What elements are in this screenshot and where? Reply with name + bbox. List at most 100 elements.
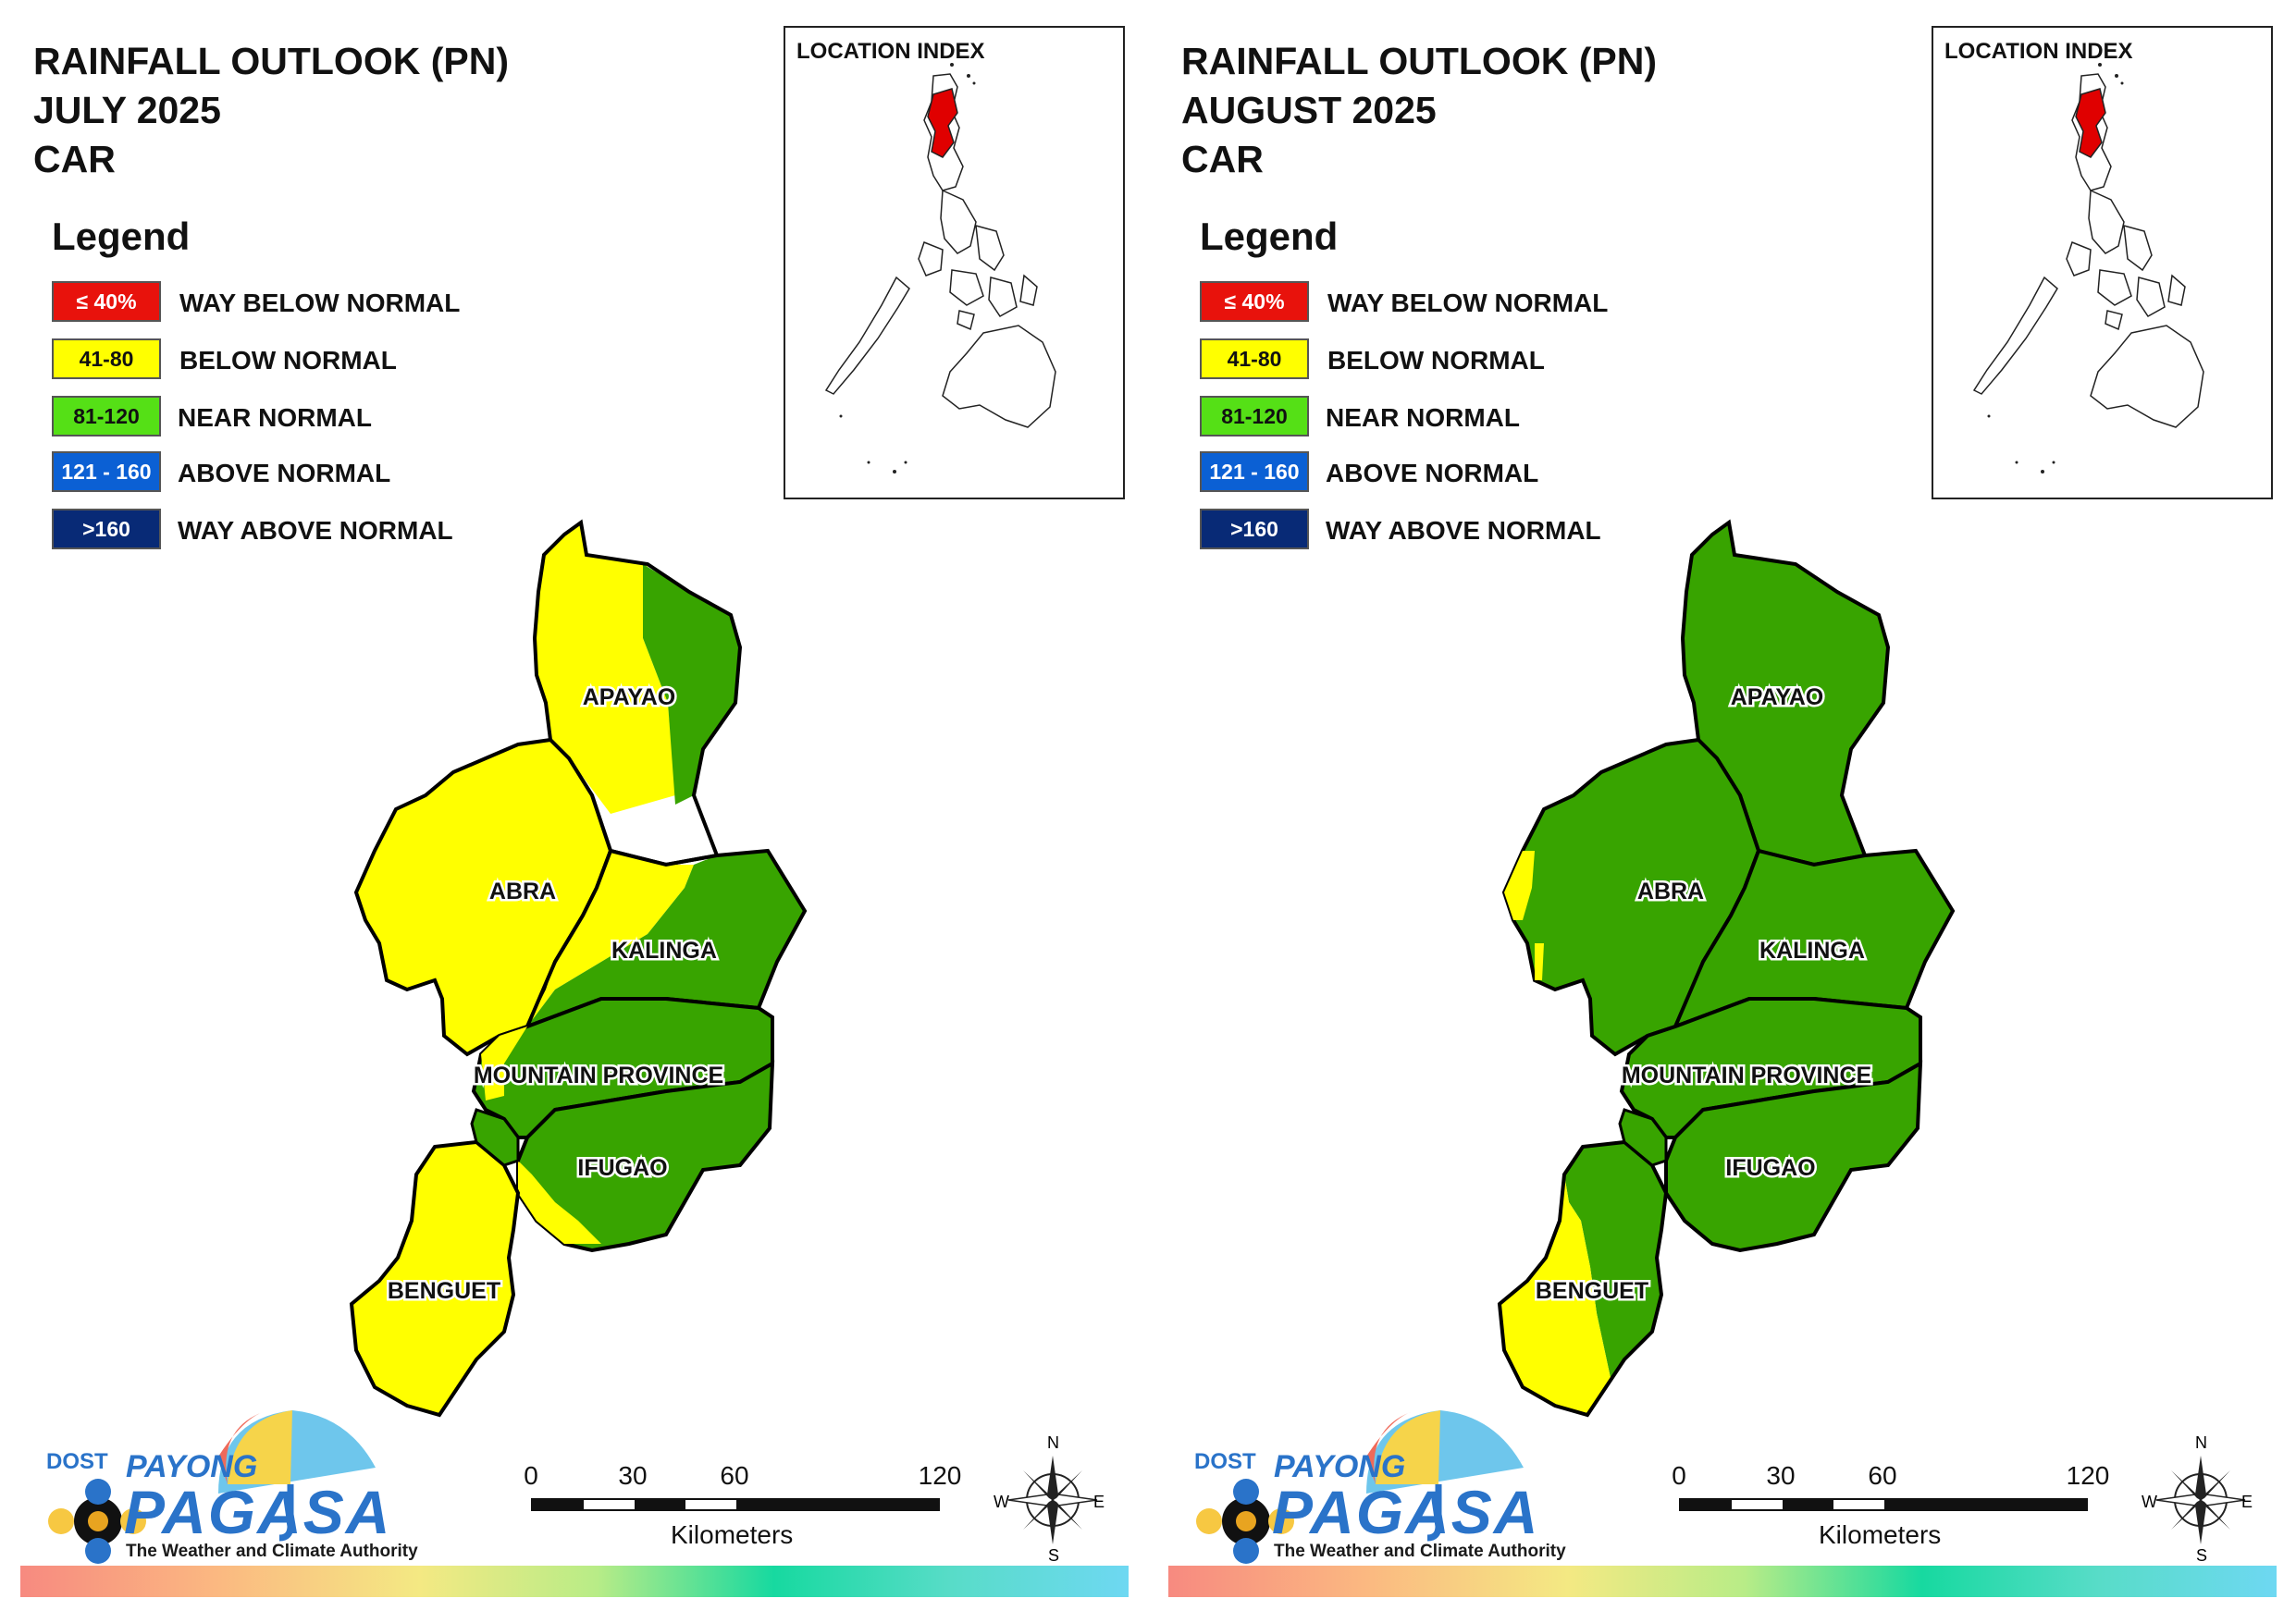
legend-label: WAY ABOVE NORMAL — [1326, 516, 1601, 545]
legend-item-below: 41-80 BELOW NORMAL — [52, 338, 533, 383]
payong-label: PAYONG — [126, 1449, 258, 1484]
location-index-title: LOCATION INDEX — [796, 39, 985, 64]
label-benguet: BENGUET — [388, 1278, 500, 1304]
scale-unit: Kilometers — [671, 1520, 794, 1549]
province-kalinga-west — [527, 851, 694, 1027]
province-mountain-yellow-patch — [481, 1027, 527, 1100]
legend-swatch: 121 - 160 — [52, 451, 161, 492]
label-mountain-province: MOUNTAIN PROVINCE — [1622, 1063, 1871, 1088]
title-line-2: AUGUST 2025 — [1181, 89, 1437, 131]
legend-item-above: 121 - 160 ABOVE NORMAL — [52, 451, 533, 496]
label-mountain-province: MOUNTAIN PROVINCE — [474, 1063, 723, 1088]
province-benguet — [349, 1139, 521, 1418]
compass-w: W — [994, 1493, 1009, 1511]
pagasa-logo: DOST PAYONG PAGASA The Weather and Clima… — [1181, 1392, 1566, 1568]
legend-label: BELOW NORMAL — [179, 346, 397, 375]
compass-rose: N E S W — [2142, 1433, 2256, 1565]
scale-bar: 0 30 60 120 Kilometers — [524, 1461, 961, 1563]
legend-swatch: 81-120 — [1200, 396, 1309, 436]
legend-item-near: 81-120 NEAR NORMAL — [1200, 396, 1681, 440]
legend-swatch: >160 — [1200, 509, 1309, 549]
title-line-2: JULY 2025 — [33, 89, 221, 131]
label-abra: ABRA — [489, 879, 556, 904]
province-benguet-outline — [1497, 1139, 1669, 1418]
legend-swatch: >160 — [52, 509, 161, 549]
legend-swatch: 41-80 — [52, 338, 161, 379]
legend-label: WAY BELOW NORMAL — [1327, 289, 1609, 317]
scale-tick: 60 — [720, 1461, 749, 1490]
legend-label: ABOVE NORMAL — [1326, 459, 1539, 487]
legend-item-above: 121 - 160 ABOVE NORMAL — [1200, 451, 1681, 496]
car-province-map: APAYAO ABRA KALINGA MOUNTAIN PROVINCE IF… — [1497, 519, 1956, 1418]
legend-label: NEAR NORMAL — [1326, 403, 1520, 432]
label-kalinga: KALINGA — [611, 938, 717, 964]
legend-swatch: 121 - 160 — [1200, 451, 1309, 492]
province-benguet-mp-sliver — [1618, 1108, 1668, 1167]
compass-rose-icon — [1007, 1456, 1098, 1544]
pagasa-tagline: The Weather and Climate Authority — [1274, 1542, 1566, 1561]
pagasa-logo: DOST PAYONG PAGASA The Weather and Clima… — [33, 1392, 418, 1568]
footer-gradient-bar — [1168, 1566, 2277, 1597]
scale-tick: 30 — [1766, 1461, 1796, 1490]
legend-item-way-below: ≤ 40% WAY BELOW NORMAL — [1200, 281, 1681, 326]
scale-tick: 30 — [618, 1461, 648, 1490]
province-abra-yellow-patch-2 — [1535, 943, 1544, 980]
location-index: LOCATION INDEX — [784, 26, 1125, 499]
label-abra: ABRA — [1637, 879, 1704, 904]
dost-label: DOST — [1194, 1449, 1256, 1474]
location-index: LOCATION INDEX — [1932, 26, 2273, 499]
legend-label: BELOW NORMAL — [1327, 346, 1545, 375]
map-title: RAINFALL OUTLOOK (PN) JULY 2025 CAR — [33, 37, 509, 184]
province-kalinga-east — [527, 851, 805, 1027]
pagasa-tagline: The Weather and Climate Authority — [126, 1542, 418, 1561]
scale-tick: 0 — [1672, 1461, 1686, 1490]
compass-w: W — [2142, 1493, 2157, 1511]
compass-s: S — [1048, 1546, 1060, 1565]
location-index-title: LOCATION INDEX — [1944, 39, 2133, 64]
legend-label: WAY BELOW NORMAL — [179, 289, 461, 317]
title-line-1: RAINFALL OUTLOOK (PN) — [33, 40, 509, 82]
legend-label: WAY ABOVE NORMAL — [178, 516, 453, 545]
scale-tick: 120 — [2066, 1461, 2110, 1490]
legend-swatch: 81-120 — [52, 396, 161, 436]
title-line-3: CAR — [33, 138, 116, 180]
scale-tick: 0 — [524, 1461, 538, 1490]
label-ifugao: IFUGAO — [1725, 1155, 1815, 1181]
scale-bar: 0 30 60 120 Kilometers — [1672, 1461, 2109, 1563]
compass-s: S — [2196, 1546, 2208, 1565]
scale-bar-graphic — [1679, 1498, 2088, 1511]
legend-item-way-below: ≤ 40% WAY BELOW NORMAL — [52, 281, 533, 326]
legend-swatch: 41-80 — [1200, 338, 1309, 379]
map-panel-july: RAINFALL OUTLOOK (PN) JULY 2025 CAR Lege… — [20, 26, 1129, 1597]
compass-n: N — [2195, 1433, 2207, 1452]
compass-n: N — [1047, 1433, 1059, 1452]
label-kalinga: KALINGA — [1759, 938, 1865, 964]
map-title: RAINFALL OUTLOOK (PN) AUGUST 2025 CAR — [1181, 37, 1657, 184]
map-panel-august: RAINFALL OUTLOOK (PN) AUGUST 2025 CAR Le… — [1148, 0, 2296, 1623]
dost-label: DOST — [46, 1449, 108, 1474]
legend-swatch: ≤ 40% — [1200, 281, 1309, 322]
label-apayao: APAYAO — [583, 684, 676, 710]
pagasa-label: PAGASA — [1272, 1478, 1540, 1546]
legend-item-near: 81-120 NEAR NORMAL — [52, 396, 533, 440]
label-benguet: BENGUET — [1536, 1278, 1648, 1304]
car-province-map: APAYAO ABRA KALINGA MOUNTAIN PROVINCE IF… — [349, 519, 808, 1418]
legend-item-below: 41-80 BELOW NORMAL — [1200, 338, 1681, 383]
title-line-1: RAINFALL OUTLOOK (PN) — [1181, 40, 1657, 82]
compass-rose: N E S W — [994, 1433, 1108, 1565]
legend-title: Legend — [52, 215, 191, 258]
scale-unit: Kilometers — [1819, 1520, 1942, 1549]
compass-e: E — [2241, 1493, 2253, 1511]
legend-swatch: ≤ 40% — [52, 281, 161, 322]
province-benguet-mp-sliver — [470, 1108, 520, 1167]
umbrella-logo-icon — [1196, 1410, 1524, 1564]
philippines-outline-icon — [824, 63, 1056, 473]
title-line-3: CAR — [1181, 138, 1264, 180]
province-ifugao — [1664, 1060, 1923, 1253]
compass-rose-icon — [2155, 1456, 2246, 1544]
legend-item-way-above: >160 WAY ABOVE NORMAL — [1200, 509, 1681, 553]
scale-tick: 120 — [918, 1461, 962, 1490]
province-benguet-east — [1564, 1142, 1666, 1378]
umbrella-logo-icon — [48, 1410, 376, 1564]
province-apayao-east — [643, 564, 740, 805]
